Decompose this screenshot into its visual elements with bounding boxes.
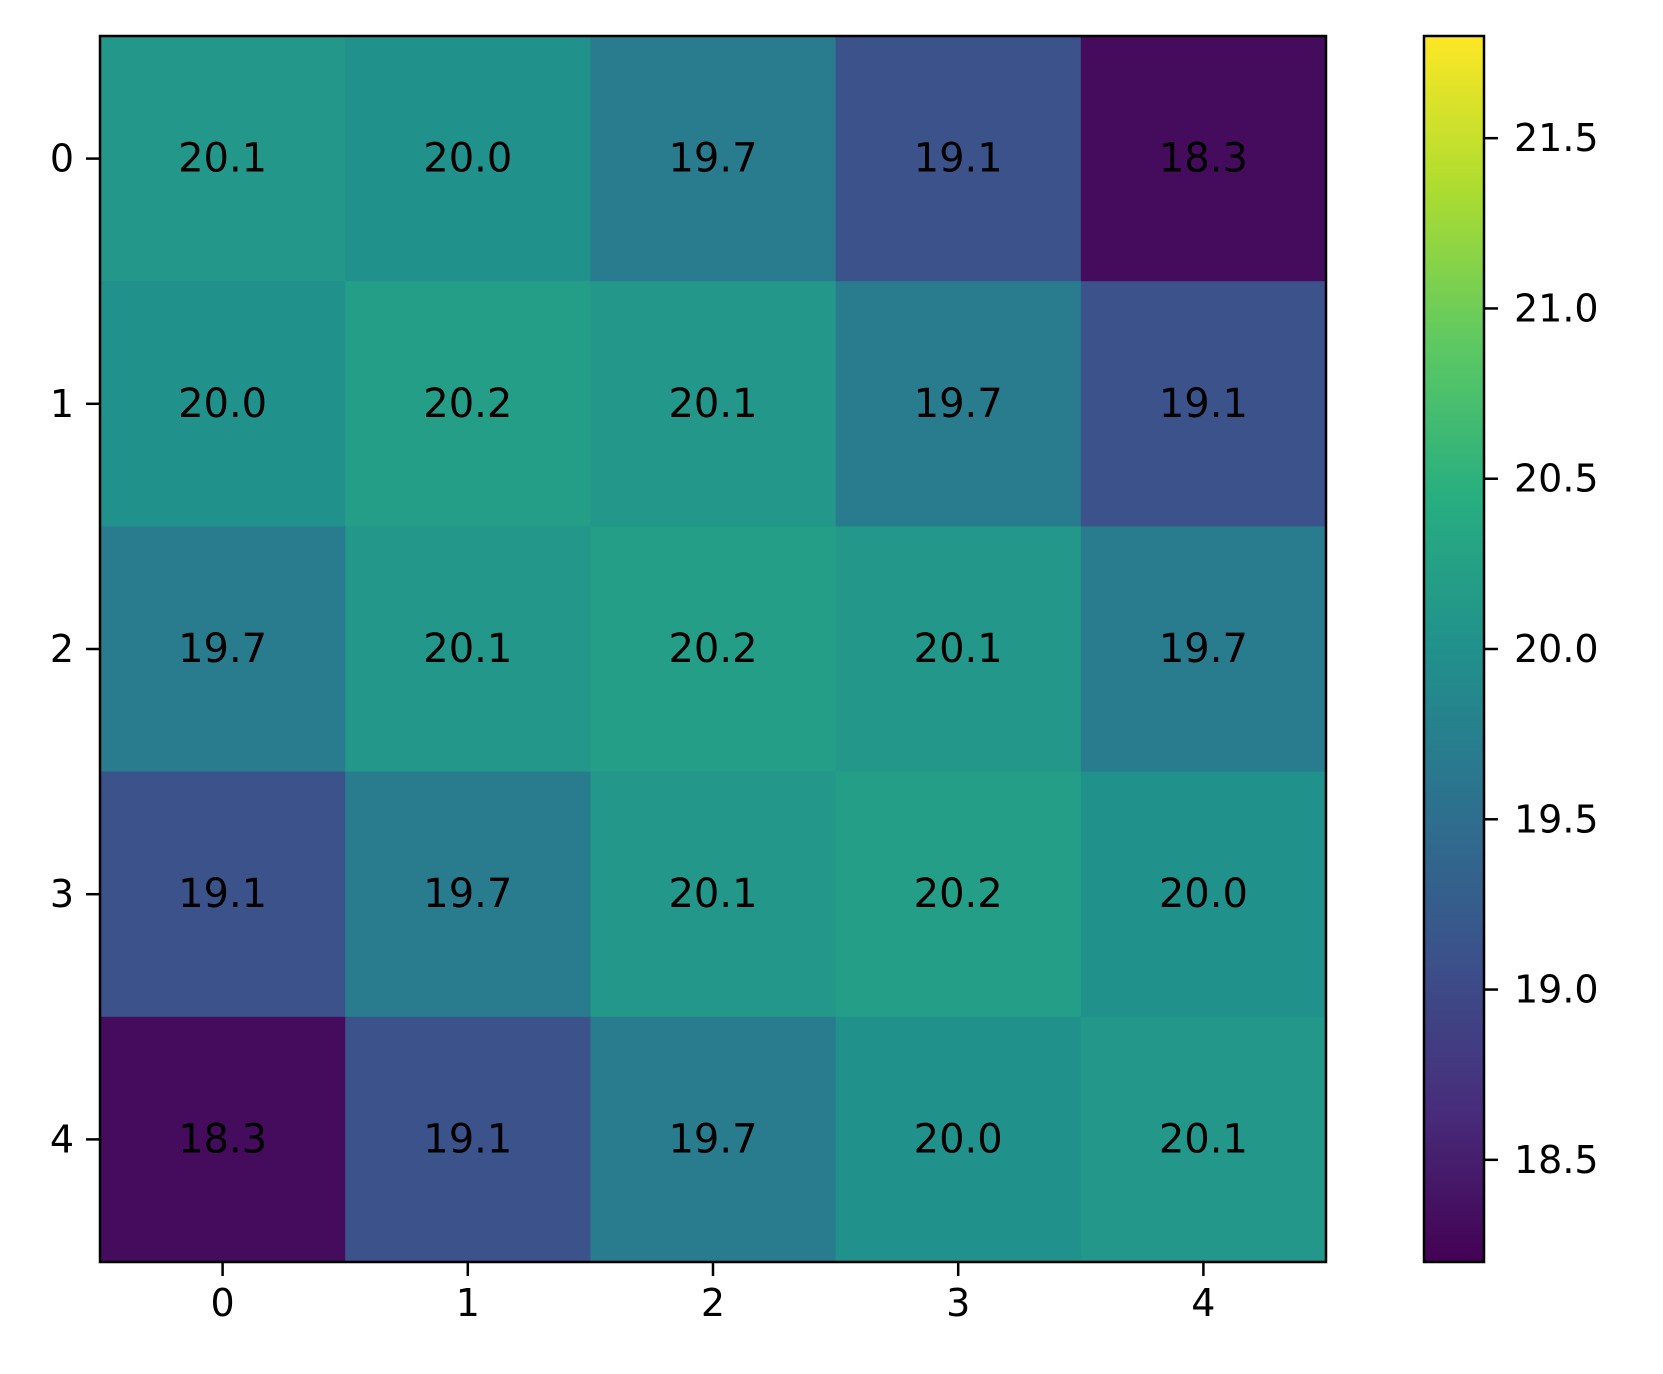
cell-label-r3-c4: 20.0	[1159, 871, 1248, 917]
cell-label-r0-c4: 18.3	[1159, 136, 1248, 182]
heatmap-cell-r4-c3	[835, 1016, 1082, 1263]
heatmap-cell-r4-c1	[345, 1016, 591, 1263]
cell-label-r3-c0: 19.1	[178, 871, 267, 917]
heatmap-cell-r0-c0	[100, 36, 346, 282]
cell-label-r0-c2: 19.7	[668, 136, 757, 182]
x-tick-label-0: 0	[211, 1281, 235, 1325]
cell-label-r2-c1: 20.1	[423, 626, 512, 672]
colorbar-tick-label-6: 21.5	[1514, 116, 1599, 160]
heatmap-cell-r0-c2	[590, 36, 837, 282]
cell-label-r2-c4: 19.7	[1159, 626, 1248, 672]
heatmap-cell-r4-c2	[590, 1016, 837, 1263]
cell-label-r4-c0: 18.3	[178, 1116, 267, 1162]
y-tick-label-2: 2	[50, 627, 74, 671]
heatmap-cell-r4-c0	[100, 1016, 346, 1263]
heatmap-cells	[100, 36, 1327, 1263]
colorbar-tick-label-2: 19.5	[1514, 797, 1599, 841]
y-tick-label-0: 0	[50, 137, 74, 181]
x-tick-label-1: 1	[456, 1281, 480, 1325]
cell-label-r3-c3: 20.2	[914, 871, 1003, 917]
heatmap-cell-r1-c2	[590, 281, 837, 527]
x-tick-label-3: 3	[946, 1281, 970, 1325]
colorbar-tick-label-3: 20.0	[1514, 627, 1599, 671]
cell-label-r1-c2: 20.1	[668, 381, 757, 427]
x-axis: 0 1 2 3 4	[211, 1262, 1215, 1325]
heatmap-cell-r3-c0	[100, 771, 346, 1018]
cell-label-r4-c2: 19.7	[668, 1116, 757, 1162]
cell-label-r0-c0: 20.1	[178, 136, 267, 182]
x-tick-label-4: 4	[1191, 1281, 1215, 1325]
colorbar-tick-label-5: 21.0	[1514, 286, 1599, 330]
heatmap-cell-r2-c2	[590, 526, 837, 773]
cell-label-r4-c1: 19.1	[423, 1116, 512, 1162]
cell-label-r3-c2: 20.1	[668, 871, 757, 917]
cell-label-r1-c4: 19.1	[1159, 381, 1248, 427]
heatmap-cell-r4-c4	[1080, 1016, 1327, 1263]
colorbar-gradient	[1424, 36, 1484, 1262]
y-axis: 0 1 2 3 4	[50, 137, 100, 1161]
y-tick-label-3: 3	[50, 872, 74, 916]
heatmap-cell-r0-c3	[835, 36, 1082, 282]
colorbar-tick-label-1: 19.0	[1514, 968, 1599, 1012]
y-tick-label-4: 4	[50, 1117, 74, 1161]
colorbar: 18.5 19.0 19.5 20.0 20.5 21.0 21.5	[1422, 34, 1599, 1264]
cell-label-r2-c3: 20.1	[914, 626, 1003, 672]
cell-label-r3-c1: 19.7	[423, 871, 512, 917]
colorbar-tick-label-0: 18.5	[1514, 1138, 1599, 1182]
heatmap-cell-r2-c0	[100, 526, 346, 773]
heatmap-cell-r0-c1	[345, 36, 591, 282]
cell-label-r2-c0: 19.7	[178, 626, 267, 672]
cell-label-r2-c2: 20.2	[668, 626, 757, 672]
heatmap-cell-r1-c0	[100, 281, 346, 527]
y-tick-label-1: 1	[50, 382, 74, 426]
heatmap-cell-r3-c2	[590, 771, 837, 1018]
heatmap-cell-r3-c1	[345, 771, 591, 1018]
heatmap-cell-r1-c1	[345, 281, 591, 527]
cell-label-r4-c4: 20.1	[1159, 1116, 1248, 1162]
cell-label-r4-c3: 20.0	[914, 1116, 1003, 1162]
cell-label-r0-c1: 20.0	[423, 136, 512, 182]
cell-label-r1-c3: 19.7	[914, 381, 1003, 427]
cell-label-r1-c1: 20.2	[423, 381, 512, 427]
colorbar-tick-label-4: 20.5	[1514, 457, 1599, 501]
heatmap-cell-r1-c3	[835, 281, 1082, 527]
heatmap-cell-r3-c3	[835, 771, 1082, 1018]
cell-label-r1-c0: 20.0	[178, 381, 267, 427]
heatmap-cell-r2-c1	[345, 526, 591, 773]
heatmap-cell-labels: 20.1 20.0 19.7 19.1 18.3 20.0 20.2 20.1 19.7 19.1…	[178, 136, 1248, 1163]
heatmap-cell-r1-c4	[1080, 281, 1327, 527]
cell-label-r0-c3: 19.1	[914, 136, 1003, 182]
heatmap-cell-r3-c4	[1080, 771, 1327, 1018]
heatmap-cell-r0-c4	[1080, 36, 1327, 282]
heatmap-cell-r2-c3	[835, 526, 1082, 773]
heatmap-cell-r2-c4	[1080, 526, 1327, 773]
x-tick-label-2: 2	[701, 1281, 725, 1325]
colorbar-ticks: 18.5 19.0 19.5 20.0 20.5 21.0 21.5	[1484, 116, 1599, 1182]
